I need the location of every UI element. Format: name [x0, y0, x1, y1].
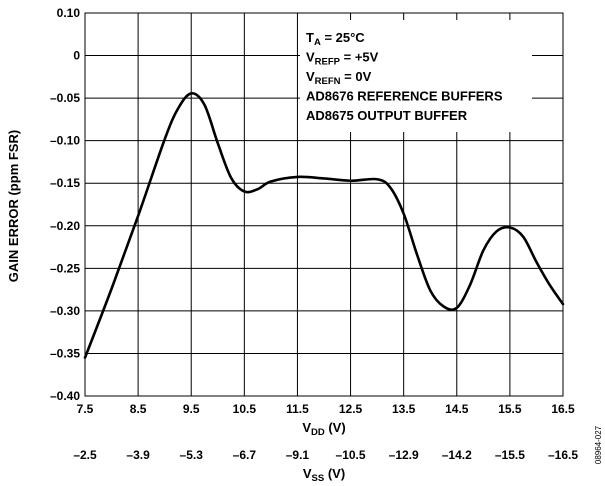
x2-tick-label: –14.2: [442, 448, 472, 462]
x-axis-label: VDD (V): [302, 420, 345, 438]
y-tick-label: –0.15: [50, 176, 80, 190]
x2-tick-label: –10.5: [336, 448, 366, 462]
x-tick-label: 16.5: [551, 402, 575, 416]
annotation-background: [300, 20, 532, 132]
x2-ticks: –2.5 –3.9 –5.3 –6.7 –9.1 –10.5 –12.9 –14.2 –15.5…: [73, 448, 578, 462]
x-tick-label: 15.5: [498, 402, 522, 416]
x-tick-label: 7.5: [77, 402, 94, 416]
y-tick-label: –0.25: [50, 261, 80, 275]
y-tick-label: –0.10: [50, 134, 80, 148]
y-ticks: 0.10 0 –0.05 –0.10 –0.15 –0.20 –0.25 –0.30 –0.35…: [50, 6, 80, 403]
y-tick-label: 0: [73, 49, 80, 63]
annotation-line: VREFN = 0V: [306, 69, 372, 87]
annotation-line: VREFP = +5V: [306, 50, 379, 68]
y-tick-label: –0.35: [50, 346, 80, 360]
x-tick-label: 11.5: [286, 402, 309, 416]
annotation-line: AD8675 OUTPUT BUFFER: [306, 108, 468, 123]
x-tick-label: 12.5: [339, 402, 363, 416]
series-line: [83, 92, 565, 359]
x2-tick-label: –15.5: [495, 448, 525, 462]
x2-tick-label: –16.5: [548, 448, 578, 462]
x2-axis-label: VSS (V): [303, 466, 345, 484]
figure-id: 08964-027: [594, 425, 603, 464]
x-tick-label: 9.5: [183, 402, 200, 416]
x-tick-label: 8.5: [130, 402, 147, 416]
y-tick-label: –0.40: [50, 389, 80, 403]
annotation-line: AD8676 REFERENCE BUFFERS: [306, 89, 503, 104]
x-tick-label: 10.5: [233, 402, 257, 416]
x2-tick-label: –12.9: [389, 448, 419, 462]
x2-tick-label: –2.5: [73, 448, 97, 462]
x-tick-label: 14.5: [445, 402, 469, 416]
x-ticks: 7.5 8.5 9.5 10.5 11.5 12.5 13.5 14.5 15.5 16.5: [77, 402, 575, 416]
y-tick-label: –0.05: [50, 91, 80, 105]
x2-tick-label: –3.9: [126, 448, 150, 462]
y-tick-label: –0.30: [50, 304, 80, 318]
x2-tick-label: –6.7: [233, 448, 257, 462]
annotation-line: TA = 25°C: [306, 30, 365, 48]
y-tick-label: 0.10: [57, 6, 81, 20]
x2-tick-label: –9.1: [286, 448, 310, 462]
y-axis-label: GAIN ERROR (ppm FSR): [6, 130, 21, 282]
y-tick-label: –0.20: [50, 219, 80, 233]
x-tick-label: 13.5: [392, 402, 416, 416]
plot-frame: [84, 12, 564, 397]
x2-tick-label: –5.3: [180, 448, 204, 462]
